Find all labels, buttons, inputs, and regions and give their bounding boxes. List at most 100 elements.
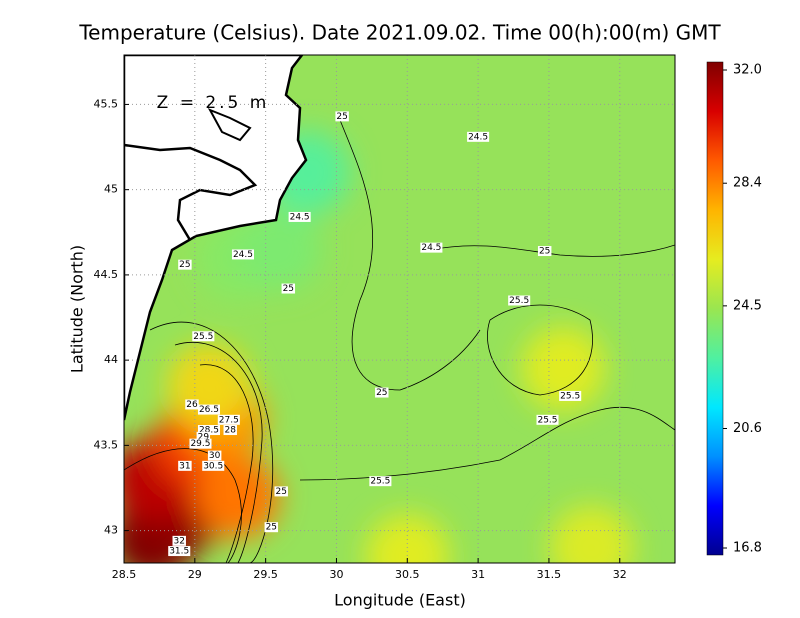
contour-label-text: 29.5 [190,439,210,449]
contour-label-box [508,295,531,306]
y-tick-label: 43 [104,524,118,537]
contour-label: 25 [178,259,192,270]
contour-label-text: 24.5 [468,132,488,142]
contour-label: 30 [207,450,222,461]
contour-label: 29 [196,431,211,442]
field-sample [237,207,322,292]
field-sample [365,514,450,563]
contour-label: 25.5 [369,476,392,487]
y-tick-label: 43.5 [94,438,119,451]
contour-label-text: 24.5 [421,243,441,253]
colorbar [706,61,724,556]
contour-label-text: 28.5 [199,426,219,436]
contour-label-box [369,476,392,487]
contour-label: 24.5 [420,242,443,253]
contour-label-box [559,390,582,401]
x-axis-label: Longitude (East) [334,591,466,610]
y-axis-label: Latitude (North) [68,245,87,373]
contour-label-box [189,438,212,449]
contour-line [124,448,242,563]
contour-label-text: 25.5 [560,391,580,401]
contour-line [299,406,675,481]
contour-label-box [375,387,389,398]
contour-line [339,119,481,391]
field-sample [549,505,634,563]
contour-label: 28.5 [197,425,221,436]
contour-line [174,341,263,563]
depth-annotation: Z = 2.5 m [157,93,270,113]
contour-label: 25.5 [192,331,215,342]
contour-label-text: 25.5 [370,477,390,487]
contour-label: 25 [537,246,552,257]
contour-label: 25.5 [559,390,582,401]
contour-label: 24.5 [467,131,490,142]
contour-label-text: 31 [179,461,190,471]
colorbar-tick-label: 32.0 [733,63,762,78]
contour-label-text: 25 [275,487,286,497]
x-tick-label: 28.5 [112,568,137,581]
coastline [124,55,308,421]
contour-label-text: 25 [336,112,347,122]
contour-label-box [217,414,240,425]
land [124,55,308,421]
contour-label-box [178,460,192,471]
contour-label: 28 [223,425,237,436]
contour-label-text: 31.5 [169,547,189,557]
contour-label: 25 [274,486,288,497]
contour-label-text: 25.5 [193,332,213,342]
contour-label-box [223,425,237,436]
contour-label: 30.5 [202,460,225,471]
contour-label-text: 25.5 [537,415,557,425]
contour-label: 32 [172,535,186,546]
plot-frame [123,54,676,564]
contour-label: 31 [178,460,192,471]
contour-label: 25 [281,283,296,294]
contour-label: 26 [185,399,199,410]
contour-line [149,321,274,563]
y-tick-label: 45.5 [94,97,119,110]
contour-label: 25.5 [508,295,531,306]
contour-label-box [192,331,215,342]
contour-label-box [231,249,255,260]
contour-line [487,304,593,396]
contour-label-box [281,283,296,294]
contour-lines [124,119,675,563]
lake-shore [124,143,258,241]
contour-label-text: 25.5 [509,296,529,306]
contour-label: 27.5 [217,414,240,425]
contour-label: 25 [264,522,279,533]
y-tick-label: 45 [104,183,118,196]
contour-label-text: 26 [186,400,198,410]
x-tick-label: 32 [613,568,627,581]
contour-label-box [264,522,279,533]
contour-label-box [196,431,211,442]
colorbar-tick-label: 24.5 [733,298,762,313]
x-tick-label: 31.5 [537,568,562,581]
contour-label-box [335,111,349,122]
x-tick-label: 30.5 [395,568,420,581]
contour-label-text: 25 [266,523,277,533]
contour-label: 31.5 [168,546,191,557]
contour-label-box [420,242,443,253]
contour-line [429,244,675,257]
contour-label-box [537,246,552,257]
chart-title: Temperature (Celsius). Date 2021.09.02. … [78,21,721,45]
contour-label-text: 32 [174,536,185,546]
x-tick-label: 31 [471,568,485,581]
contour-label-text: 26.5 [199,405,219,415]
contour-label-box [197,404,221,415]
lake-shore [207,108,252,142]
contour-label-text: 28 [225,426,237,436]
contour-label-box [536,414,559,425]
colorbar-tick-label: 20.6 [733,421,762,436]
contour-label-text: 30 [209,451,221,461]
contour-label-box [202,460,225,471]
x-tick-label: 29.5 [253,568,278,581]
contour-label-text: 25 [376,388,387,398]
contour-label: 26.5 [197,404,221,415]
contour-label-text: 25 [283,284,294,294]
contour-label-box [185,399,199,410]
contour-label-text: 27.5 [219,415,239,425]
contour-label-text: 29 [198,432,210,442]
contour-label-box [207,450,222,461]
